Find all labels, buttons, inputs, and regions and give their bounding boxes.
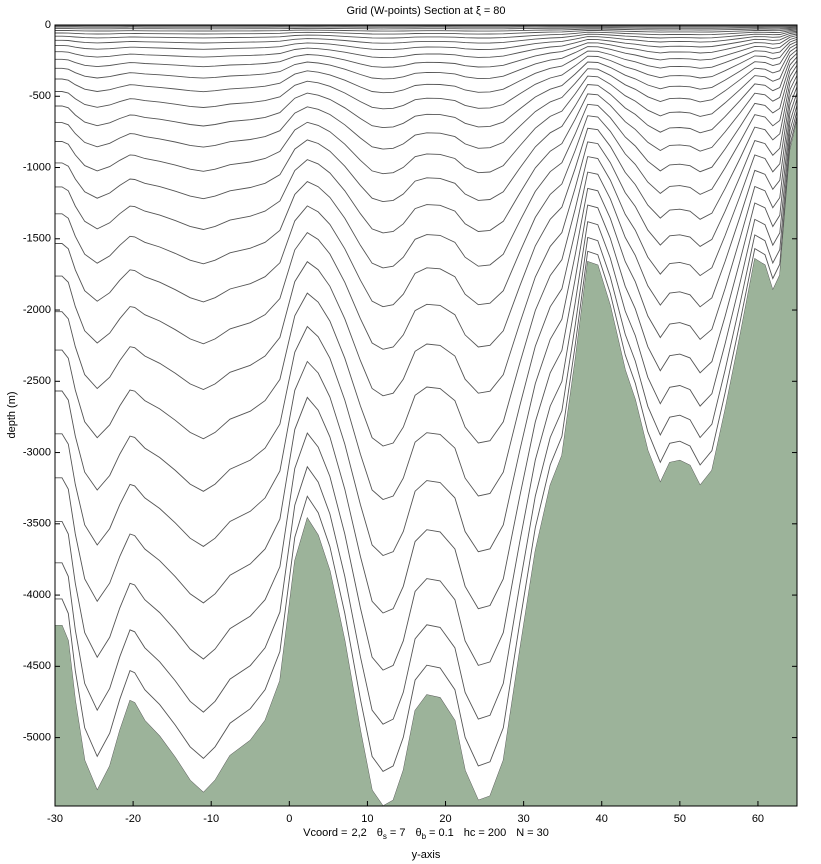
- w-level-line: [55, 111, 798, 725]
- y-tick-label: -2000: [23, 304, 51, 316]
- w-level-line: [55, 98, 798, 614]
- y-tick-label: -5000: [23, 731, 51, 743]
- w-level-line: [55, 116, 798, 772]
- x-tick-label: -30: [47, 813, 63, 825]
- w-level-line: [55, 49, 798, 175]
- w-level-line: [55, 46, 798, 150]
- x-tick-label: -10: [203, 813, 219, 825]
- annotation-value: 30: [537, 827, 549, 839]
- annotation-name: θ: [415, 827, 421, 839]
- w-level-line: [55, 33, 798, 59]
- w-level-line: [55, 26, 798, 30]
- y-tick-label: -4500: [23, 660, 51, 672]
- x-tick-label: 30: [518, 813, 530, 825]
- x-tick-label: -20: [125, 813, 141, 825]
- x-tick-label: 0: [286, 813, 292, 825]
- annotation-value: 0.1: [438, 827, 453, 839]
- w-level-line: [55, 41, 798, 110]
- annotation-equals: =: [478, 827, 484, 839]
- w-level-line: [55, 27, 798, 32]
- annotation-equals: =: [429, 827, 435, 839]
- y-tick-label: -3500: [23, 518, 51, 530]
- x-tick-label: 10: [361, 813, 373, 825]
- annotation-value: 2,2: [351, 827, 366, 839]
- annotation-value: 200: [488, 827, 506, 839]
- y-tick-label: -2500: [23, 375, 51, 387]
- annotation: Vcoord = 2,2 θs = 7 θb = 0.1 hc = 200 N = 30: [303, 827, 549, 841]
- annotation-sub: s: [383, 832, 387, 841]
- w-level-line: [55, 32, 798, 51]
- x-axis-label: y-axis: [412, 849, 441, 861]
- w-level-line: [55, 28, 798, 35]
- y-axis-label: depth (m): [6, 391, 18, 438]
- chart-title: Grid (W-points) Section at ξ = 80: [346, 5, 505, 17]
- w-level-line: [55, 29, 798, 39]
- w-level-line: [55, 30, 798, 44]
- x-tick-label: 50: [674, 813, 686, 825]
- w-level-line: [55, 56, 798, 234]
- y-tick-label: -4000: [23, 589, 51, 601]
- w-level-line: [55, 26, 798, 28]
- w-level-line: [55, 92, 798, 557]
- bathymetry: [55, 120, 797, 806]
- w-level-line: [55, 80, 798, 447]
- annotation-name: hc: [464, 827, 476, 839]
- annotation-name: N: [516, 827, 524, 839]
- y-tick-label: -1000: [23, 161, 51, 173]
- w-level-line: [55, 65, 798, 308]
- annotation-equals: =: [527, 827, 533, 839]
- annotation-name: θ: [377, 827, 383, 839]
- w-level-line: [55, 69, 798, 350]
- plot-frame: [54, 24, 798, 807]
- y-tick-label: -1500: [23, 233, 51, 245]
- y-tick-label: -500: [29, 90, 51, 102]
- annotation-sub: b: [422, 832, 427, 841]
- annotation-text: Vcoord =: [303, 827, 347, 839]
- x-tick-label: 60: [752, 813, 764, 825]
- w-level-line: [55, 86, 798, 501]
- w-level-line: [55, 75, 798, 397]
- annotation-value: 7: [399, 827, 405, 839]
- w-level-line: [55, 52, 798, 203]
- w-level-line: [55, 38, 798, 94]
- y-tick-label: -3000: [23, 446, 51, 458]
- x-tick-label: 40: [596, 813, 608, 825]
- x-tick-label: 20: [439, 813, 451, 825]
- w-level-line: [55, 60, 798, 269]
- w-level-line: [55, 36, 798, 80]
- annotation-equals: =: [390, 827, 396, 839]
- w-level-line: [55, 105, 798, 671]
- w-level-line: [55, 43, 798, 129]
- w-level-line: [55, 35, 798, 68]
- y-tick-label: 0: [45, 19, 51, 31]
